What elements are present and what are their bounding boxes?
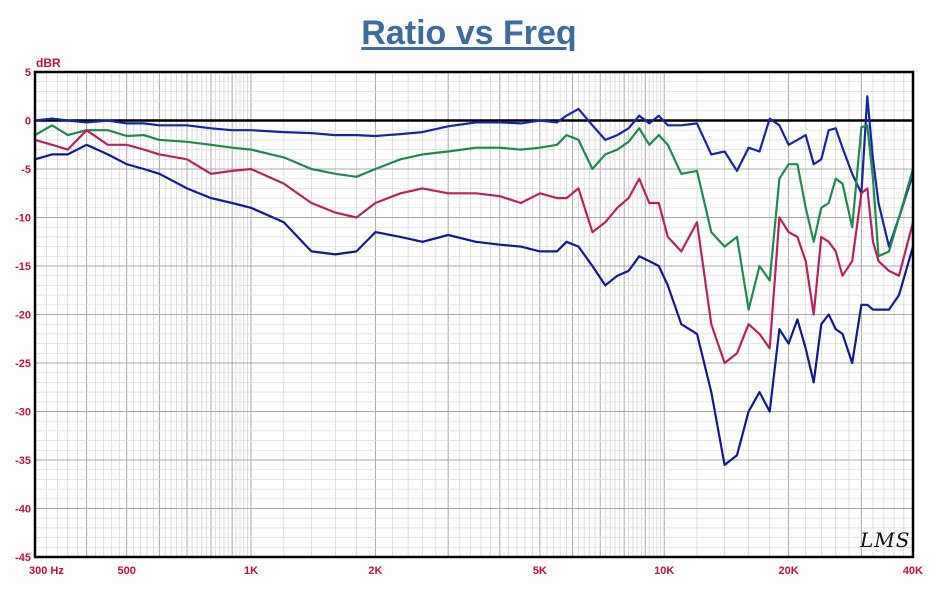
y-tick-label: -45 xyxy=(15,552,31,564)
series-line-4 xyxy=(34,143,915,466)
y-tick-label: -15 xyxy=(15,261,31,273)
x-tick-label: 300 Hz xyxy=(29,565,64,577)
y-tick-label: -25 xyxy=(15,358,31,370)
x-tick-label: 5K xyxy=(533,565,547,577)
series-line-2 xyxy=(34,124,915,311)
x-tick-label: 40K xyxy=(903,565,923,577)
chart-title: Ratio vs Freq xyxy=(361,14,577,52)
y-tick-label: -10 xyxy=(15,213,31,225)
y-tick-label: -35 xyxy=(15,455,31,467)
plot-frame xyxy=(33,70,915,559)
y-tick-label: -30 xyxy=(15,407,31,419)
series-line-1 xyxy=(34,95,915,248)
series-line-3 xyxy=(34,129,915,365)
x-tick-label: 10K xyxy=(654,565,674,577)
y-tick-label: -40 xyxy=(15,504,31,516)
x-tick-label: 2K xyxy=(368,565,382,577)
x-tick-label: 1K xyxy=(244,565,258,577)
y-axis-label: dBR xyxy=(36,56,61,70)
lms-watermark: LMS xyxy=(860,528,911,552)
x-tick-label: 500 xyxy=(117,565,135,577)
y-tick-label: -5 xyxy=(21,164,31,176)
y-tick-label: -20 xyxy=(15,310,31,322)
y-tick-label: 5 xyxy=(25,67,31,79)
x-tick-label: 20K xyxy=(779,565,799,577)
y-tick-label: 0 xyxy=(25,116,31,128)
